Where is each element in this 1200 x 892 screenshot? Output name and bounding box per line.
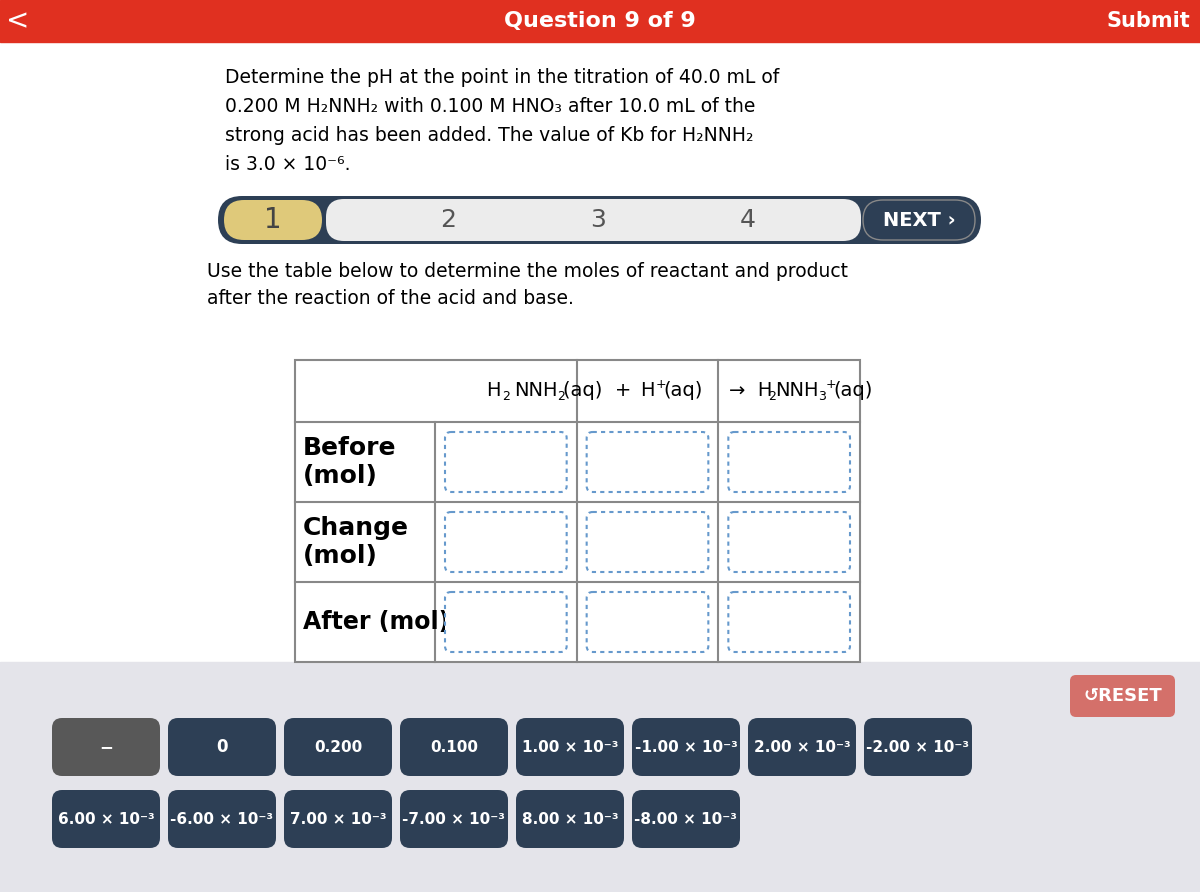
Text: 0.200 M H₂NNH₂ with 0.100 M HNO₃ after 10.0 mL of the: 0.200 M H₂NNH₂ with 0.100 M HNO₃ after 1…: [226, 97, 755, 116]
FancyBboxPatch shape: [728, 432, 850, 492]
Text: Before
(mol): Before (mol): [302, 436, 396, 488]
FancyBboxPatch shape: [445, 592, 566, 652]
Text: −: −: [100, 738, 113, 756]
Text: +: +: [826, 378, 835, 392]
Text: 2.00 × 10⁻³: 2.00 × 10⁻³: [754, 739, 851, 755]
Text: strong acid has been added. The value of Kb for H₂NNH₂: strong acid has been added. The value of…: [226, 126, 754, 145]
FancyBboxPatch shape: [1070, 675, 1175, 717]
Text: 3: 3: [818, 390, 826, 402]
Text: (aq)  +: (aq) +: [563, 382, 631, 401]
Text: Submit: Submit: [1106, 11, 1190, 31]
Text: Question 9 of 9: Question 9 of 9: [504, 11, 696, 31]
Text: 4: 4: [740, 208, 756, 232]
Text: Determine the pH at the point in the titration of 40.0 mL of: Determine the pH at the point in the tit…: [226, 68, 779, 87]
Bar: [0, 0, 1200, 42]
FancyBboxPatch shape: [400, 718, 508, 776]
FancyBboxPatch shape: [284, 790, 392, 848]
FancyBboxPatch shape: [863, 200, 974, 240]
Text: (aq): (aq): [833, 382, 872, 401]
Text: 3: 3: [590, 208, 606, 232]
Text: NEXT ›: NEXT ›: [883, 211, 955, 229]
Text: 6.00 × 10⁻³: 6.00 × 10⁻³: [58, 812, 155, 827]
Text: +: +: [655, 378, 666, 392]
Text: -7.00 × 10⁻³: -7.00 × 10⁻³: [402, 812, 505, 827]
FancyBboxPatch shape: [632, 790, 740, 848]
FancyBboxPatch shape: [52, 790, 160, 848]
Text: after the reaction of the acid and base.: after the reaction of the acid and base.: [208, 289, 574, 308]
Text: (aq): (aq): [664, 382, 703, 401]
Text: H: H: [486, 382, 500, 401]
Text: H: H: [641, 382, 655, 401]
FancyBboxPatch shape: [587, 512, 708, 572]
FancyBboxPatch shape: [168, 790, 276, 848]
FancyBboxPatch shape: [326, 199, 862, 241]
Text: is 3.0 × 10⁻⁶.: is 3.0 × 10⁻⁶.: [226, 155, 350, 174]
Bar: [295, 360, 860, 662]
Text: 0.200: 0.200: [314, 739, 362, 755]
Text: →  H: → H: [730, 382, 773, 401]
Text: 2: 2: [768, 390, 776, 402]
Text: 7.00 × 10⁻³: 7.00 × 10⁻³: [289, 812, 386, 827]
Text: Use the table below to determine the moles of reactant and product: Use the table below to determine the mol…: [208, 262, 848, 281]
Bar: [0, 42, 1200, 662]
Text: 0.100: 0.100: [430, 739, 478, 755]
FancyBboxPatch shape: [445, 432, 566, 492]
Text: After (mol): After (mol): [302, 610, 449, 634]
Text: ↺RESET: ↺RESET: [1084, 687, 1162, 705]
FancyBboxPatch shape: [516, 718, 624, 776]
FancyBboxPatch shape: [632, 718, 740, 776]
Text: NNH: NNH: [775, 382, 818, 401]
Text: -6.00 × 10⁻³: -6.00 × 10⁻³: [170, 812, 274, 827]
Text: 2: 2: [440, 208, 456, 232]
FancyBboxPatch shape: [284, 718, 392, 776]
Text: -8.00 × 10⁻³: -8.00 × 10⁻³: [635, 812, 738, 827]
Text: Change
(mol): Change (mol): [302, 516, 409, 568]
Text: 1.00 × 10⁻³: 1.00 × 10⁻³: [522, 739, 618, 755]
Text: NNH: NNH: [514, 382, 557, 401]
FancyBboxPatch shape: [587, 592, 708, 652]
FancyBboxPatch shape: [52, 718, 160, 776]
FancyBboxPatch shape: [218, 196, 982, 244]
FancyBboxPatch shape: [168, 718, 276, 776]
Text: -1.00 × 10⁻³: -1.00 × 10⁻³: [635, 739, 738, 755]
FancyBboxPatch shape: [516, 790, 624, 848]
FancyBboxPatch shape: [728, 592, 850, 652]
FancyBboxPatch shape: [400, 790, 508, 848]
Text: <: <: [6, 7, 30, 35]
FancyBboxPatch shape: [728, 512, 850, 572]
Text: -2.00 × 10⁻³: -2.00 × 10⁻³: [866, 739, 970, 755]
Text: 2: 2: [502, 390, 510, 402]
Text: 2: 2: [557, 390, 565, 402]
Bar: [0, 662, 1200, 892]
FancyBboxPatch shape: [748, 718, 856, 776]
FancyBboxPatch shape: [445, 512, 566, 572]
FancyBboxPatch shape: [224, 200, 322, 240]
Text: 0: 0: [216, 738, 228, 756]
FancyBboxPatch shape: [587, 432, 708, 492]
Text: 1: 1: [264, 206, 282, 234]
Text: 8.00 × 10⁻³: 8.00 × 10⁻³: [522, 812, 618, 827]
FancyBboxPatch shape: [864, 718, 972, 776]
